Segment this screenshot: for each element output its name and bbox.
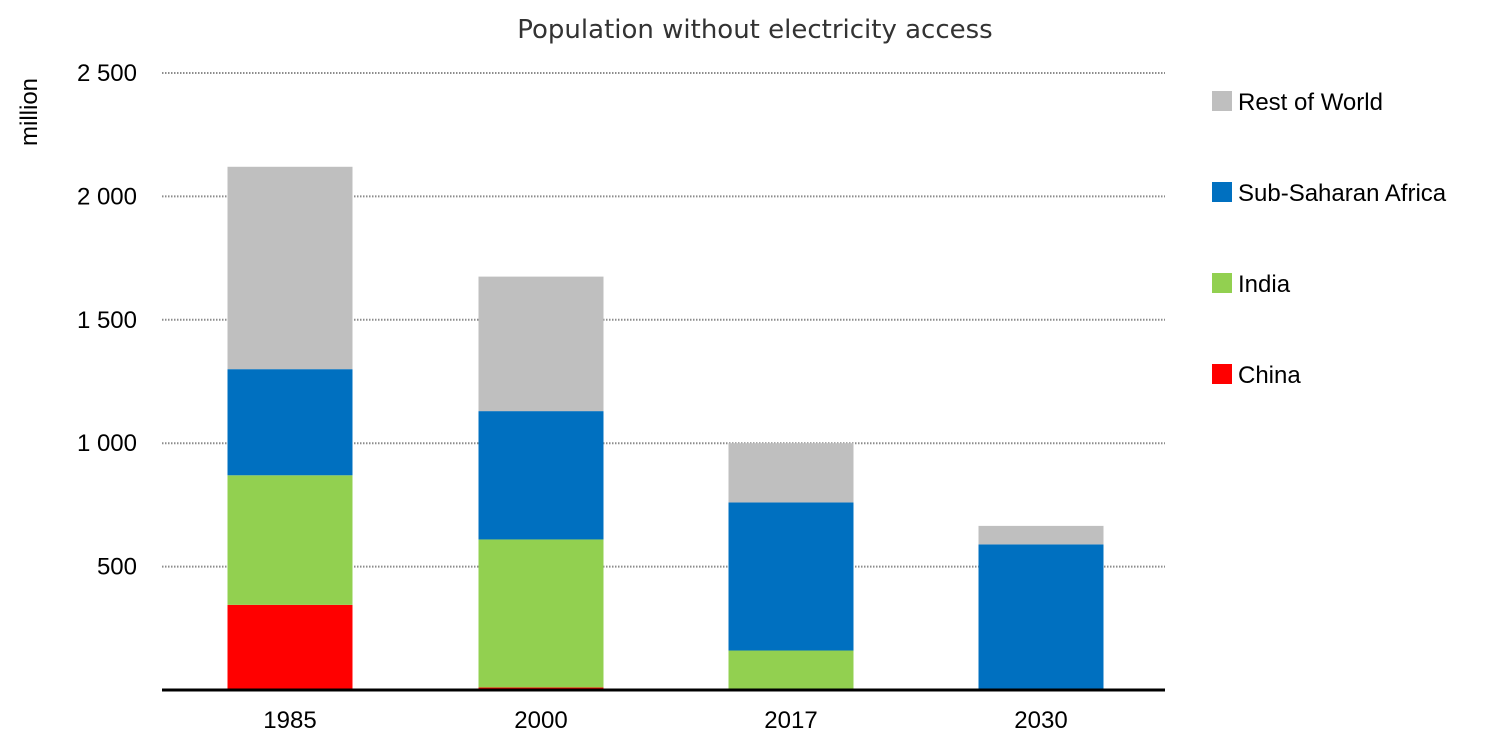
x-tick-label: 2000 — [514, 707, 567, 734]
x-tick-label: 1985 — [263, 707, 316, 734]
x-tick-label: 2030 — [1014, 707, 1067, 734]
bar-segment-rest-of-world-2030 — [978, 525, 1104, 545]
bar-segment-india-2000 — [478, 539, 604, 688]
bar-segment-sub-saharan-africa-2017 — [728, 502, 854, 651]
gridlines — [162, 72, 1165, 568]
bar-segment-china-1985 — [227, 604, 353, 690]
bar-segment-sub-saharan-africa-2030 — [978, 544, 1104, 690]
bar-segment-rest-of-world-2000 — [478, 276, 604, 412]
y-axis-label: million — [16, 78, 43, 146]
legend-swatch — [1212, 273, 1232, 293]
y-tick-label: 1 000 — [77, 430, 137, 457]
bar-segment-india-2017 — [728, 650, 854, 690]
bars — [227, 166, 1104, 690]
bar-segment-sub-saharan-africa-1985 — [227, 369, 353, 476]
legend-label: Sub-Saharan Africa — [1238, 180, 1447, 207]
legend-label: China — [1238, 362, 1301, 389]
legend-swatch — [1212, 182, 1232, 202]
bar-segment-sub-saharan-africa-2000 — [478, 411, 604, 540]
legend: Rest of World Sub-Saharan Africa India Chin… — [1212, 89, 1447, 389]
x-tick-label: 2017 — [764, 707, 817, 734]
legend-swatch — [1212, 364, 1232, 384]
bar-segment-rest-of-world-1985 — [227, 166, 353, 370]
legend-label: India — [1238, 271, 1291, 298]
y-tick-label: 1 500 — [77, 307, 137, 334]
chart-title: Population without electricity access — [517, 15, 992, 45]
y-tick-label: 500 — [97, 554, 137, 581]
bar-segment-rest-of-world-2017 — [728, 443, 854, 503]
legend-swatch — [1212, 91, 1232, 111]
y-tick-label: 2 000 — [77, 183, 137, 210]
tick-labels: 500 1 000 1 500 2 000 2 500 1985 2000 2017 2030 — [77, 60, 1068, 734]
y-tick-label: 2 500 — [77, 60, 137, 87]
bar-segment-india-1985 — [227, 475, 353, 605]
legend-label: Rest of World — [1238, 89, 1383, 116]
